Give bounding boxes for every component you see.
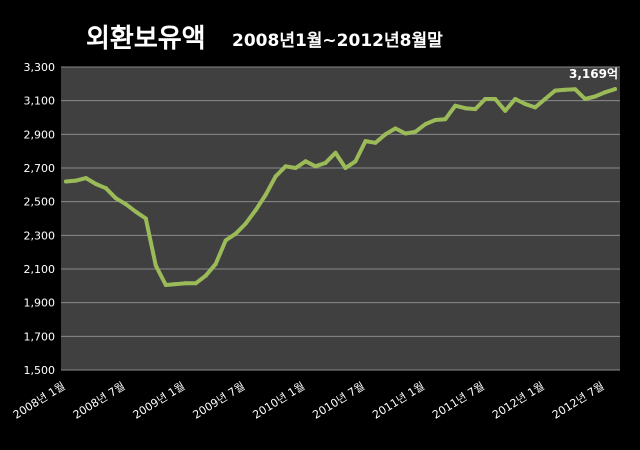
series-layer xyxy=(63,87,618,287)
data-point xyxy=(123,202,128,207)
data-point xyxy=(593,94,598,99)
data-point xyxy=(73,178,78,183)
data-point xyxy=(453,103,458,108)
data-point xyxy=(393,126,398,131)
data-point xyxy=(573,87,578,92)
data-point xyxy=(403,131,408,136)
data-point xyxy=(563,87,568,92)
data-point xyxy=(263,192,268,197)
data-point xyxy=(213,261,218,266)
end-value-label: 3,169억 xyxy=(569,67,618,81)
data-point xyxy=(103,186,108,191)
data-point xyxy=(323,160,328,165)
data-point xyxy=(353,159,358,164)
data-point xyxy=(63,179,68,184)
y-axis: 1,500 1,700 1,900 2,100 2,300 2,500 2,700 2,900… xyxy=(24,61,56,377)
y-tick-label: 3,100 xyxy=(24,95,56,108)
x-tick-label: 2009년 7월 xyxy=(191,380,248,422)
data-point xyxy=(413,129,418,134)
chart-title: 외환보유액 xyxy=(86,24,206,54)
data-point xyxy=(113,196,118,201)
data-point xyxy=(343,166,348,170)
y-tick-label: 3,300 xyxy=(24,61,56,74)
x-tick-label: 2009년 1월 xyxy=(131,380,188,422)
data-point xyxy=(533,105,538,110)
data-point xyxy=(433,118,438,123)
data-point xyxy=(173,282,178,287)
x-tick-label: 2012년 1월 xyxy=(490,380,547,422)
y-tick-label: 2,300 xyxy=(24,229,56,242)
data-point xyxy=(143,216,148,221)
data-point xyxy=(283,164,288,169)
x-tick-label: 2008년 1월 xyxy=(11,380,68,422)
data-point xyxy=(583,96,588,101)
data-point xyxy=(383,132,388,137)
data-point xyxy=(303,159,308,164)
chart-subtitle: 2008년1월~2012년8월말 xyxy=(232,31,443,51)
data-point xyxy=(503,108,508,113)
data-point xyxy=(203,273,208,278)
data-point xyxy=(423,122,428,127)
data-point xyxy=(363,139,368,144)
data-point xyxy=(473,107,478,112)
data-point xyxy=(153,263,158,268)
gridlines xyxy=(61,66,620,371)
data-point xyxy=(253,208,258,213)
data-point xyxy=(223,238,228,243)
x-tick-label: 2011년 7월 xyxy=(430,380,487,422)
data-point xyxy=(243,221,248,226)
data-point xyxy=(483,96,488,101)
data-point xyxy=(613,87,618,92)
x-tick-label: 2008년 7월 xyxy=(71,380,128,422)
data-point xyxy=(463,106,468,111)
x-tick-label: 2010년 7월 xyxy=(310,380,367,422)
x-tick-label: 2012년 7월 xyxy=(550,380,607,422)
label-layer: 3,169억 xyxy=(569,67,618,81)
data-point xyxy=(553,88,558,93)
y-tick-label: 2,500 xyxy=(24,196,56,209)
data-point xyxy=(83,176,88,181)
data-point xyxy=(543,96,548,101)
x-axis: 2008년 1월 2008년 7월 2009년 1월 2009년 7월 2010년 1월… xyxy=(11,380,607,422)
data-point xyxy=(493,96,498,101)
data-point xyxy=(333,150,338,155)
data-point xyxy=(193,281,198,286)
data-point xyxy=(313,164,318,169)
data-point xyxy=(183,281,188,286)
x-tick-label: 2010년 1월 xyxy=(250,380,307,422)
y-tick-label: 2,100 xyxy=(24,263,56,276)
data-point xyxy=(603,90,608,95)
data-point xyxy=(513,96,518,101)
data-point xyxy=(233,231,238,236)
data-point xyxy=(273,174,278,179)
y-tick-label: 1,700 xyxy=(24,330,56,343)
data-point xyxy=(373,140,378,145)
plot-area xyxy=(61,67,620,370)
y-tick-label: 2,700 xyxy=(24,162,56,175)
y-tick-label: 1,900 xyxy=(24,297,56,310)
data-point xyxy=(523,102,528,107)
y-tick-label: 1,500 xyxy=(24,364,56,377)
data-point xyxy=(293,166,298,170)
y-tick-label: 2,900 xyxy=(24,128,56,141)
x-tick-label: 2011년 1월 xyxy=(370,380,427,422)
data-point xyxy=(93,181,98,186)
data-point xyxy=(163,282,168,287)
data-point xyxy=(443,117,448,122)
data-point xyxy=(133,209,138,214)
